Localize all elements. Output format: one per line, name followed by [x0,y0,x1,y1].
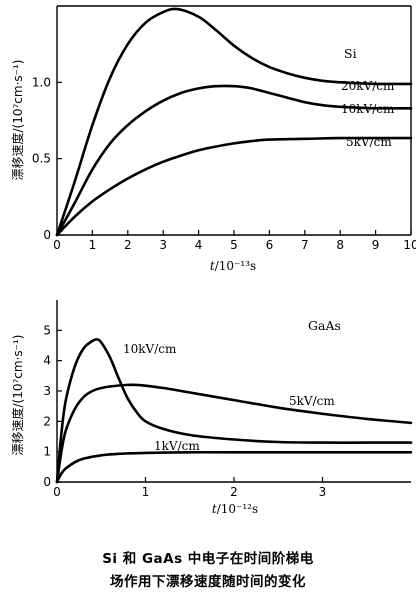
si-tick-group: 0 1 2 3 4 5 6 7 8 9 10 0 0.5 1.0 [32,75,416,252]
si-y-tick-label-0: 0 [43,228,51,242]
gaas-y-tick-label-2: 2 [43,414,51,428]
gaas-material-label: GaAs [308,318,341,333]
gaas-y-tick-label-5: 5 [43,323,51,337]
si-x-tick-label-2: 2 [124,238,132,252]
si-x-axis-label-var: t [210,259,215,273]
gaas-x-axis-label-unit: /10⁻¹²s [217,502,258,516]
si-x-axis-label: t/10⁻¹³s [210,259,256,273]
gaas-curve-1kv-cm [55,450,413,484]
gaas-y-axis-label: 漂移速度/(10⁷cm·s⁻¹) [10,335,25,456]
gaas-x-tick-label-1: 1 [142,485,150,499]
si-x-tick-label-10: 10 [403,238,416,252]
gaas-curve-5kv-cm [55,383,413,484]
si-y-axis-label: 漂移速度/(10⁷cm·s⁻¹) [10,60,25,181]
si-series-label-20kv: 20kV/cm [341,79,395,93]
si-x-tick-label-7: 7 [301,238,309,252]
si-x-tick-label-6: 6 [266,238,274,252]
si-x-tick-label-1: 1 [89,238,97,252]
gaas-curve-10kv-cm [55,338,413,484]
gaas-curve-group [55,338,413,484]
gaas-x-axis-label: t/10⁻¹²s [212,502,258,516]
si-x-tick-label-9: 9 [372,238,380,252]
si-x-tick-label-3: 3 [159,238,167,252]
si-curve-20kv-cm [55,7,413,237]
caption-line-1: Si 和 GaAs 中电子在时间阶梯电 [102,551,314,567]
si-x-tick-label-0: 0 [53,238,61,252]
gaas-series-label-5kv: 5kV/cm [289,394,335,408]
gaas-series-label-10kv: 10kV/cm [123,342,177,356]
si-curve-10kv-cm [55,84,413,237]
gaas-x-axis-label-var: t [212,502,217,516]
si-x-tick-label-8: 8 [336,238,344,252]
gaas-y-tick-label-1: 1 [43,445,51,459]
si-y-tick-label-0.5: 0.5 [32,152,51,166]
gaas-x-tick-label-0: 0 [53,485,61,499]
si-curve-5kv-cm [55,136,413,237]
gaas-series-label-1kv: 1kV/cm [154,439,200,453]
si-x-tick-label-4: 4 [195,238,203,252]
si-x-axis-label-unit: /10⁻¹³s [215,259,256,273]
gaas-y-tick-label-3: 3 [43,384,51,398]
gaas-x-tick-label-2: 2 [230,485,238,499]
si-series-label-5kv: 5kV/cm [346,135,392,149]
si-axes [56,5,412,236]
si-chart: 0 1 2 3 4 5 6 7 8 9 10 0 0.5 1.0 Si 20kV/cm 10kV/cm 5… [10,5,416,273]
gaas-y-tick-label-4: 4 [43,354,51,368]
si-series-label-10kv: 10kV/cm [341,102,395,116]
gaas-y-tick-label-0: 0 [43,475,51,489]
gaas-tick-group: 0 1 2 3 0 1 2 3 4 5 [43,323,326,499]
si-material-label: Si [344,46,357,61]
caption-line-2: 场作用下漂移速度随时间的变化 [110,574,306,590]
si-y-tick-label-1: 1.0 [32,75,51,89]
si-x-tick-label-5: 5 [230,238,238,252]
gaas-x-tick-label-3: 3 [319,485,327,499]
si-curve-group [55,7,413,237]
gaas-chart: 0 1 2 3 0 1 2 3 4 5 GaAs 10kV/cm 5kV/cm 1kV/cm 漂移… [10,300,413,516]
